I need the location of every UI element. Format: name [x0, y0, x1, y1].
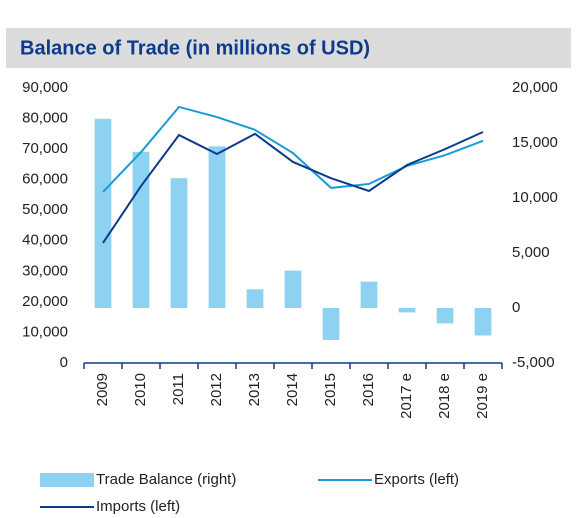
x-tick-label: 2014 [284, 373, 301, 406]
y-tick-label: 70,000 [22, 140, 68, 157]
x-tick-label: 2017 e [398, 373, 415, 419]
y-tick-label: 50,000 [22, 201, 68, 218]
line [102, 131, 484, 244]
y-tick-label: 60,000 [22, 171, 68, 188]
y-tick-label: 90,000 [22, 79, 68, 96]
y-tick-label: 80,000 [22, 110, 68, 127]
x-tick-label: 2011 [170, 373, 187, 405]
x-tick-label: 2016 [360, 373, 377, 406]
y2-tick-label: 0 [512, 299, 520, 316]
bar [398, 308, 416, 313]
legend-label: Imports (left) [96, 498, 180, 515]
y-tick-label: 10,000 [22, 323, 68, 340]
legend-swatch [40, 473, 94, 487]
x-tick-label: 2013 [246, 373, 263, 406]
x-tick-label: 2019 e [474, 373, 491, 419]
y2-tick-label: -5,000 [512, 354, 555, 371]
bar [132, 151, 150, 308]
y2-tick-label: 15,000 [512, 134, 558, 151]
line [102, 105, 484, 193]
title-banner [6, 28, 571, 68]
y-tick-label: 30,000 [22, 262, 68, 279]
x-tick-label: 2018 e [436, 373, 453, 419]
bar [170, 178, 188, 308]
x-tick-label: 2010 [132, 373, 149, 406]
bar [246, 289, 264, 308]
chart-title: Balance of Trade (in millions of USD) [20, 37, 370, 59]
bar [284, 270, 302, 308]
y-tick-label: 0 [60, 354, 68, 371]
bar [322, 308, 340, 340]
y-tick-label: 20,000 [22, 293, 68, 310]
x-tick-label: 2015 [322, 373, 339, 406]
x-tick-label: 2009 [94, 373, 111, 406]
bar [360, 281, 378, 308]
bar [94, 118, 112, 308]
y2-tick-label: 20,000 [512, 79, 558, 96]
bar [474, 308, 492, 336]
x-tick-label: 2012 [208, 373, 225, 406]
y2-tick-label: 10,000 [512, 189, 558, 206]
legend-label: Exports (left) [374, 471, 459, 488]
bar [436, 308, 454, 324]
y2-tick-label: 5,000 [512, 244, 550, 261]
y-tick-label: 40,000 [22, 232, 68, 249]
legend-label: Trade Balance (right) [96, 471, 236, 488]
bar [208, 146, 226, 308]
